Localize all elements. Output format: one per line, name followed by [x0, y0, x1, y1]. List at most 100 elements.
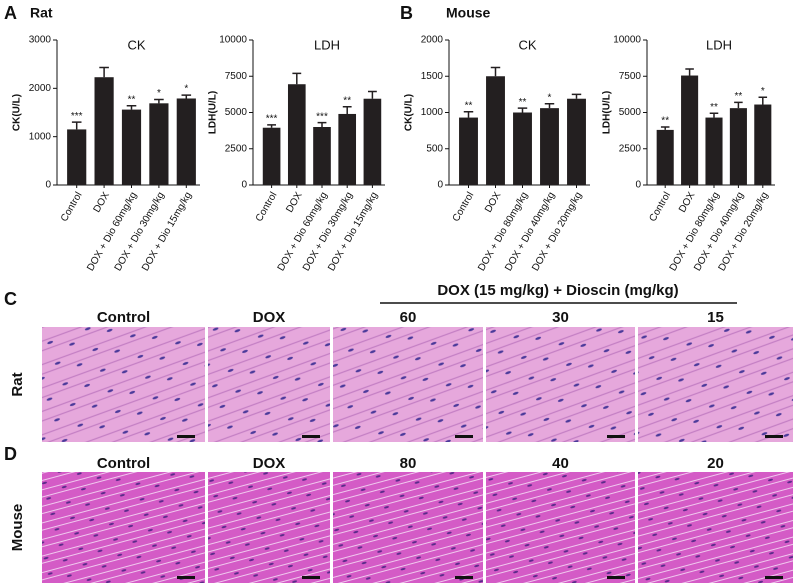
- y-tick-label: 0: [437, 180, 443, 191]
- significance: **: [519, 97, 527, 108]
- x-tick-label: Control: [59, 190, 85, 223]
- column-label: 15: [707, 309, 724, 326]
- y-tick-label: 0: [45, 180, 51, 191]
- error-bar: [685, 68, 694, 76]
- error-bar: [758, 96, 768, 105]
- chart-title: LDH: [706, 37, 732, 52]
- y-tick-label: 7500: [225, 71, 248, 82]
- histology-image: [208, 472, 330, 583]
- y-tick-label: 2500: [225, 143, 248, 154]
- column-label: 60: [400, 309, 417, 326]
- bar: [67, 129, 87, 185]
- x-tick-label: DOX + Dio 60mg/kg: [85, 190, 139, 273]
- bar: [540, 108, 559, 185]
- significance: **: [735, 91, 743, 102]
- x-tick-label: DOX + Dio 80mg/kg: [476, 190, 530, 273]
- chart-title: CK: [518, 37, 536, 52]
- bar: [567, 98, 586, 185]
- x-tick-label: Control: [451, 190, 477, 223]
- y-axis-label: LDH(U/L): [602, 91, 613, 134]
- column-label: 80: [400, 455, 417, 472]
- scale-bar: [177, 576, 195, 579]
- y-tick-label: 5000: [619, 107, 642, 118]
- scale-bar: [302, 576, 320, 579]
- significance: ***: [266, 113, 278, 124]
- scale-bar: [455, 576, 473, 579]
- error-bar: [99, 66, 109, 78]
- error-bar: [571, 93, 582, 99]
- scale-bar: [455, 435, 473, 438]
- x-tick-label: Control: [647, 190, 673, 223]
- row-label: Rat: [9, 372, 26, 396]
- column-label: DOX: [253, 309, 286, 326]
- scale-bar: [302, 435, 320, 438]
- bar: [94, 77, 114, 185]
- significance: **: [710, 102, 718, 113]
- y-axis-label: CK(U/L): [404, 94, 415, 131]
- bar: [681, 75, 699, 185]
- column-label: 30: [552, 309, 569, 326]
- bar: [338, 113, 357, 185]
- histology-image: [486, 327, 635, 442]
- bar: [486, 76, 505, 185]
- histology-image: [638, 327, 793, 442]
- column-label: 20: [707, 455, 724, 472]
- significance: **: [128, 94, 136, 105]
- y-tick-label: 3000: [29, 35, 52, 46]
- row-label: Mouse: [9, 504, 26, 552]
- bar: [705, 117, 723, 185]
- error-bar: [181, 94, 192, 99]
- scale-bar: [765, 435, 783, 438]
- column-label: Control: [97, 309, 150, 326]
- error-bar: [490, 66, 501, 77]
- bar: [513, 112, 532, 185]
- error-bar: [267, 124, 277, 128]
- y-tick-label: 2500: [619, 143, 642, 154]
- histology-image: [208, 327, 330, 442]
- error-bar: [71, 121, 82, 130]
- error-bar: [367, 90, 377, 99]
- significance: **: [343, 95, 351, 106]
- error-bar: [709, 112, 719, 118]
- significance: ***: [316, 111, 328, 122]
- histology-image: [486, 472, 635, 583]
- y-tick-label: 5000: [225, 107, 248, 118]
- histology-image: [333, 327, 483, 442]
- row-letter: D: [4, 444, 17, 464]
- y-tick-label: 10000: [613, 35, 641, 46]
- column-label: DOX: [253, 455, 286, 472]
- scale-bar: [607, 576, 625, 579]
- row-letter: C: [4, 289, 17, 309]
- bar: [176, 98, 196, 185]
- error-bar: [734, 101, 743, 109]
- y-tick-label: 10000: [219, 35, 247, 46]
- error-bar: [342, 105, 352, 114]
- panel-label: Mouse: [446, 5, 491, 21]
- histology-image: [42, 472, 205, 583]
- x-tick-label: DOX + Dio 20mg/kg: [530, 190, 584, 273]
- bar: [656, 129, 674, 185]
- x-tick-label: DOX + Dio 40mg/kg: [503, 190, 557, 273]
- bar: [121, 109, 142, 185]
- y-axis-label: CK(U/L): [12, 94, 23, 131]
- y-axis-label: LDH(U/L): [208, 91, 219, 134]
- significance: **: [465, 100, 473, 111]
- y-tick-label: 2000: [29, 83, 52, 94]
- chart-title: CK: [127, 37, 145, 52]
- x-tick-label: DOX: [92, 190, 113, 215]
- bar: [262, 127, 281, 185]
- significance: *: [761, 86, 765, 97]
- error-bar: [292, 72, 302, 85]
- y-tick-label: 0: [635, 180, 641, 191]
- y-tick-label: 0: [241, 180, 247, 191]
- bar: [459, 117, 478, 185]
- error-bar: [660, 126, 670, 130]
- y-tick-label: 2000: [421, 35, 444, 46]
- bar: [729, 108, 747, 185]
- error-bar: [154, 98, 164, 104]
- bar: [313, 127, 331, 185]
- chart-title: LDH: [314, 37, 340, 52]
- scale-bar: [765, 576, 783, 579]
- x-tick-label: DOX + Dio 15mg/kg: [140, 190, 194, 273]
- y-tick-label: 1000: [421, 107, 444, 118]
